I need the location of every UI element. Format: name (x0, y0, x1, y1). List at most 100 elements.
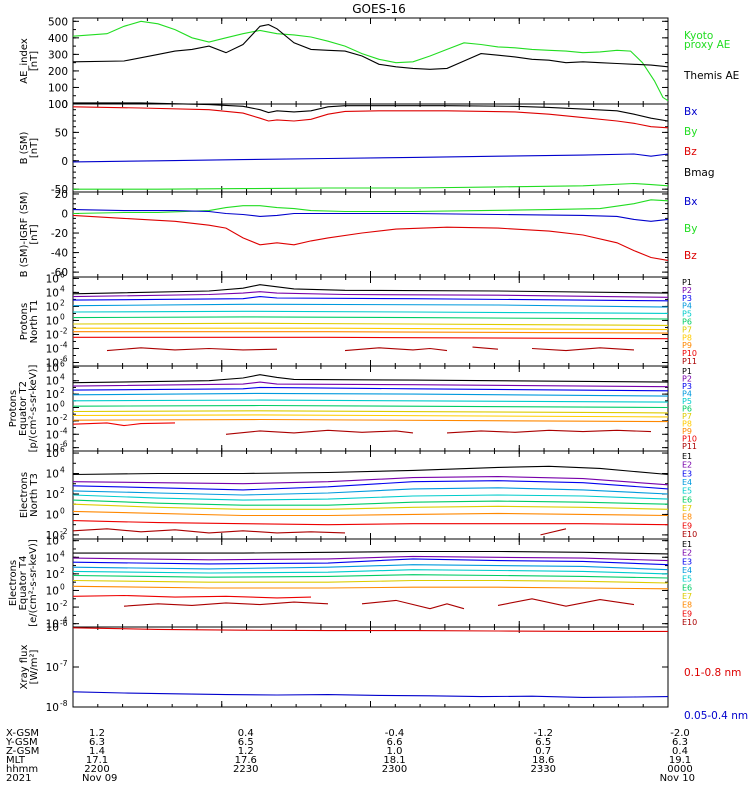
y-axis-label: [nT] (29, 224, 40, 244)
y-tick-label: 10 (46, 552, 59, 564)
y-tick-label: 10 (46, 536, 59, 548)
series-E10c (497, 598, 635, 607)
series-P3 (72, 386, 669, 392)
panel-frame (72, 365, 669, 452)
y-tick-label: 10 (46, 585, 59, 597)
series-E8 (72, 585, 669, 590)
footer-cell: -1.2 (533, 728, 553, 739)
y-tick-label: 10 (46, 569, 59, 581)
series-P1 (72, 284, 669, 295)
y-tick-label: 10 (46, 301, 59, 313)
series-E1 (73, 550, 669, 555)
legend-entry: E4 (682, 566, 692, 575)
y-tick-exponent: -2 (60, 527, 68, 536)
series-E4 (72, 564, 669, 571)
legend-entry: E3 (682, 469, 692, 478)
y-tick-exponent: 4 (60, 373, 65, 382)
y-tick-label: 10 (46, 469, 59, 481)
legend-entry: P7 (682, 412, 692, 421)
y-tick-label: 20 (55, 189, 68, 201)
legend-entry: E9 (682, 609, 692, 618)
series-E3 (72, 480, 669, 491)
footer-cell: 1.2 (238, 746, 254, 757)
y-axis-label: Equator T2 (18, 381, 29, 436)
y-tick-exponent: 4 (60, 549, 65, 558)
series-Themis AE (72, 24, 669, 70)
y-tick-label: 10 (46, 662, 59, 674)
footer-cell: 6.3 (89, 737, 105, 748)
y-axis-label: [W/m²] (29, 649, 40, 684)
legend-entry: P2 (682, 375, 692, 384)
panel-frame (72, 450, 669, 540)
legend-entry: P10 (682, 435, 697, 444)
legend-entry: P3 (682, 294, 692, 303)
y-tick-exponent: 6 (60, 445, 65, 454)
legend-entry: E6 (682, 495, 692, 504)
legend-entry: E9 (682, 521, 692, 530)
series-Bx (72, 209, 669, 222)
legend-entry: P6 (682, 318, 692, 327)
legend-entry: 0.05-0.4 nm (684, 710, 748, 722)
footer-cell: 1.2 (89, 728, 105, 739)
series-P4 (72, 392, 669, 397)
y-tick-exponent: -4 (60, 426, 68, 435)
series-E9 (72, 520, 669, 526)
legend-entry: P7 (682, 325, 692, 334)
y-tick-label: 10 (46, 443, 59, 455)
series-E10b (361, 599, 465, 610)
legend-entry: P5 (682, 397, 692, 406)
footer-cell: 0.4 (238, 728, 254, 739)
series-P8 (72, 414, 669, 418)
y-tick-label: 10 (46, 343, 59, 355)
y-tick-exponent: 2 (60, 486, 65, 495)
y-tick-exponent: 0 (60, 506, 65, 515)
legend-entry: P1 (682, 278, 692, 287)
legend-entry: 0.1-0.8 nm (684, 667, 741, 679)
y-tick-label: 10 (46, 315, 59, 327)
y-tick-exponent: -6 (60, 619, 68, 628)
y-tick-label: 10 (46, 273, 59, 285)
y-tick-exponent: -6 (60, 440, 68, 449)
footer-cell: -0.4 (385, 728, 405, 739)
y-tick-label: 200 (48, 66, 68, 78)
y-tick-exponent: 4 (60, 466, 65, 475)
y-tick-exponent: 6 (60, 533, 65, 542)
series-E2 (72, 555, 669, 562)
y-tick-label: 500 (48, 16, 68, 28)
y-tick-exponent: 4 (60, 284, 65, 293)
legend-entry: By (684, 223, 697, 235)
y-tick-exponent: 0 (60, 582, 65, 591)
y-axis-label: Protons (19, 303, 30, 340)
series-Bz (72, 106, 669, 129)
footer-cell: 18.1 (383, 755, 405, 766)
y-tick-label: 10 (46, 287, 59, 299)
y-tick-label: 100 (48, 99, 68, 111)
footer-cell: 2230 (233, 764, 258, 775)
legend-entry: E5 (682, 487, 692, 496)
series-P3 (72, 296, 669, 302)
series-P1 (72, 374, 669, 384)
legend-entry: P9 (682, 341, 692, 350)
series-P11b (446, 429, 652, 434)
series-P8 (73, 327, 669, 331)
footer-cell: 1.4 (89, 746, 105, 757)
series-E7 (72, 579, 669, 584)
y-tick-label: 300 (48, 49, 68, 61)
legend-entry: P11 (682, 442, 697, 451)
y-tick-label: 10 (46, 357, 59, 369)
legend-entry: E4 (682, 478, 692, 487)
series-E8 (72, 510, 669, 517)
panel-bsm: -50 0 50 100 B (SM) [nT] Bx By Bz Bmag (19, 99, 715, 196)
footer-cell: 17.6 (235, 755, 257, 766)
y-axis-label: North T1 (29, 300, 40, 344)
legend-entry: E10 (682, 618, 697, 627)
series-P6 (72, 316, 669, 320)
y-axis-label: North T3 (29, 473, 40, 517)
legend-entry: Bz (684, 250, 697, 262)
footer-cell: 6.3 (672, 737, 688, 748)
y-axis-label: B (SM)-IGRF (SM) (19, 192, 30, 278)
legend-entry: E6 (682, 583, 692, 592)
y-tick-label: 10 (46, 329, 59, 341)
footer-cell: 0000 (667, 764, 692, 775)
